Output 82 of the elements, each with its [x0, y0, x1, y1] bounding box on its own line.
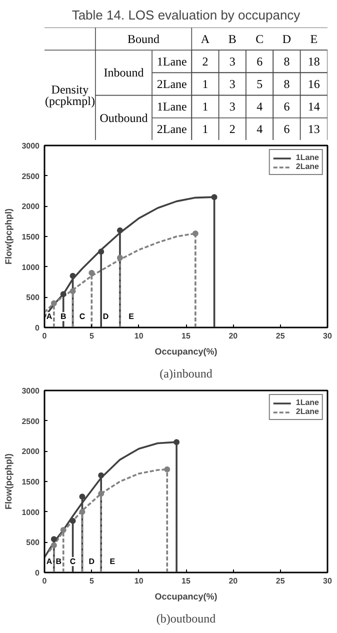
legend-label: 1Lane — [296, 398, 319, 407]
data-label: 3 — [229, 77, 236, 91]
data-label: 8 — [284, 54, 290, 68]
data-label: 2 — [229, 122, 236, 136]
y-axis-title: Flow(pcphpl) — [4, 208, 14, 264]
x-tick-label: 25 — [276, 332, 286, 340]
y-tick-label: 0 — [35, 568, 40, 578]
x-tick-label: 20 — [228, 332, 238, 340]
x-tick-label: 25 — [276, 576, 286, 586]
x-tick-label: D — [282, 32, 292, 46]
annotation: C — [70, 557, 76, 566]
data-label: 3 — [229, 100, 236, 114]
annotation: C — [79, 312, 86, 322]
y-tick-label: 3000 — [22, 386, 40, 396]
text: Density (pcpkmpl) — [44, 82, 95, 108]
annotation: A — [46, 312, 52, 322]
x-tick-label: 20 — [228, 576, 238, 586]
y-tick-label: 2000 — [22, 447, 40, 456]
x-tick-label: 5 — [89, 576, 94, 586]
y-tick-label: 1Lane — [156, 54, 187, 68]
annotation: E — [110, 557, 116, 566]
data-label: 3 — [229, 54, 236, 68]
annotation: A — [46, 557, 52, 566]
y-axis-title: Flow(pcphpl) — [4, 453, 14, 510]
y-tick-label: 1500 — [22, 232, 40, 242]
annotation: E — [128, 312, 135, 322]
x-tick-label: 5 — [89, 332, 94, 340]
y-tick-label: 2500 — [22, 416, 40, 426]
chart-title: Table 14. LOS evaluation by occupancy — [72, 8, 301, 22]
data-label: 14 — [308, 100, 320, 114]
y-tick-label: 2500 — [22, 172, 40, 181]
data-label: 2 — [202, 54, 208, 68]
data-label: 13 — [308, 122, 320, 136]
y-tick-label: 2Lane — [156, 122, 187, 136]
legend-label: 2Lane — [296, 407, 319, 416]
y-tick-label: 1500 — [22, 478, 40, 486]
y-tick-label: 1000 — [22, 262, 40, 272]
x-tick-label: E — [310, 32, 318, 46]
text: (b)outbound — [156, 612, 216, 626]
x-tick-label: B — [228, 32, 236, 46]
data-label: 1 — [202, 100, 208, 114]
x-tick-label: 10 — [134, 576, 144, 586]
data-label: 5 — [256, 77, 263, 91]
y-tick-label: 3000 — [22, 142, 40, 150]
text: (a)inbound — [160, 366, 212, 380]
data-label: 18 — [308, 54, 320, 68]
x-axis-title: Occupancy(%) — [154, 592, 218, 602]
y-tick-label: 2000 — [22, 202, 40, 212]
data-label: 4 — [256, 122, 263, 136]
text: Outbound — [100, 110, 148, 125]
y-tick-label: 2Lane — [156, 77, 187, 91]
x-axis-title: Occupancy(%) — [154, 346, 218, 356]
x-tick-label: 0 — [42, 576, 48, 586]
data-label: 16 — [308, 77, 320, 91]
legend-label: 2Lane — [296, 162, 319, 171]
annotation: D — [102, 312, 109, 322]
data-label: 1 — [202, 122, 208, 136]
annotation: B — [60, 312, 66, 322]
data-label: 6 — [256, 54, 263, 68]
text: Bound — [128, 32, 160, 46]
y-tick-label: 500 — [26, 538, 40, 548]
x-tick-label: 15 — [182, 332, 191, 340]
y-tick-label: 1000 — [22, 508, 40, 517]
x-tick-label: 30 — [323, 576, 332, 586]
x-tick-label: C — [256, 32, 264, 46]
legend-label: 1Lane — [296, 153, 319, 162]
data-label: 6 — [284, 100, 290, 114]
data-label: 4 — [256, 100, 263, 114]
y-tick-label: 0 — [35, 324, 40, 332]
data-label: 6 — [284, 122, 290, 136]
x-tick-label: 10 — [134, 332, 144, 340]
annotation: B — [56, 557, 62, 566]
y-tick-label: 500 — [26, 293, 40, 302]
data-label: 8 — [284, 77, 290, 91]
x-tick-label: 15 — [182, 576, 191, 586]
annotation: D — [88, 557, 95, 566]
x-tick-label: A — [200, 32, 210, 46]
data-label: 1 — [202, 77, 208, 91]
y-tick-label: 1Lane — [156, 100, 187, 114]
x-tick-label: 30 — [323, 332, 332, 340]
x-tick-label: 0 — [42, 332, 48, 340]
text: Inbound — [104, 66, 144, 80]
